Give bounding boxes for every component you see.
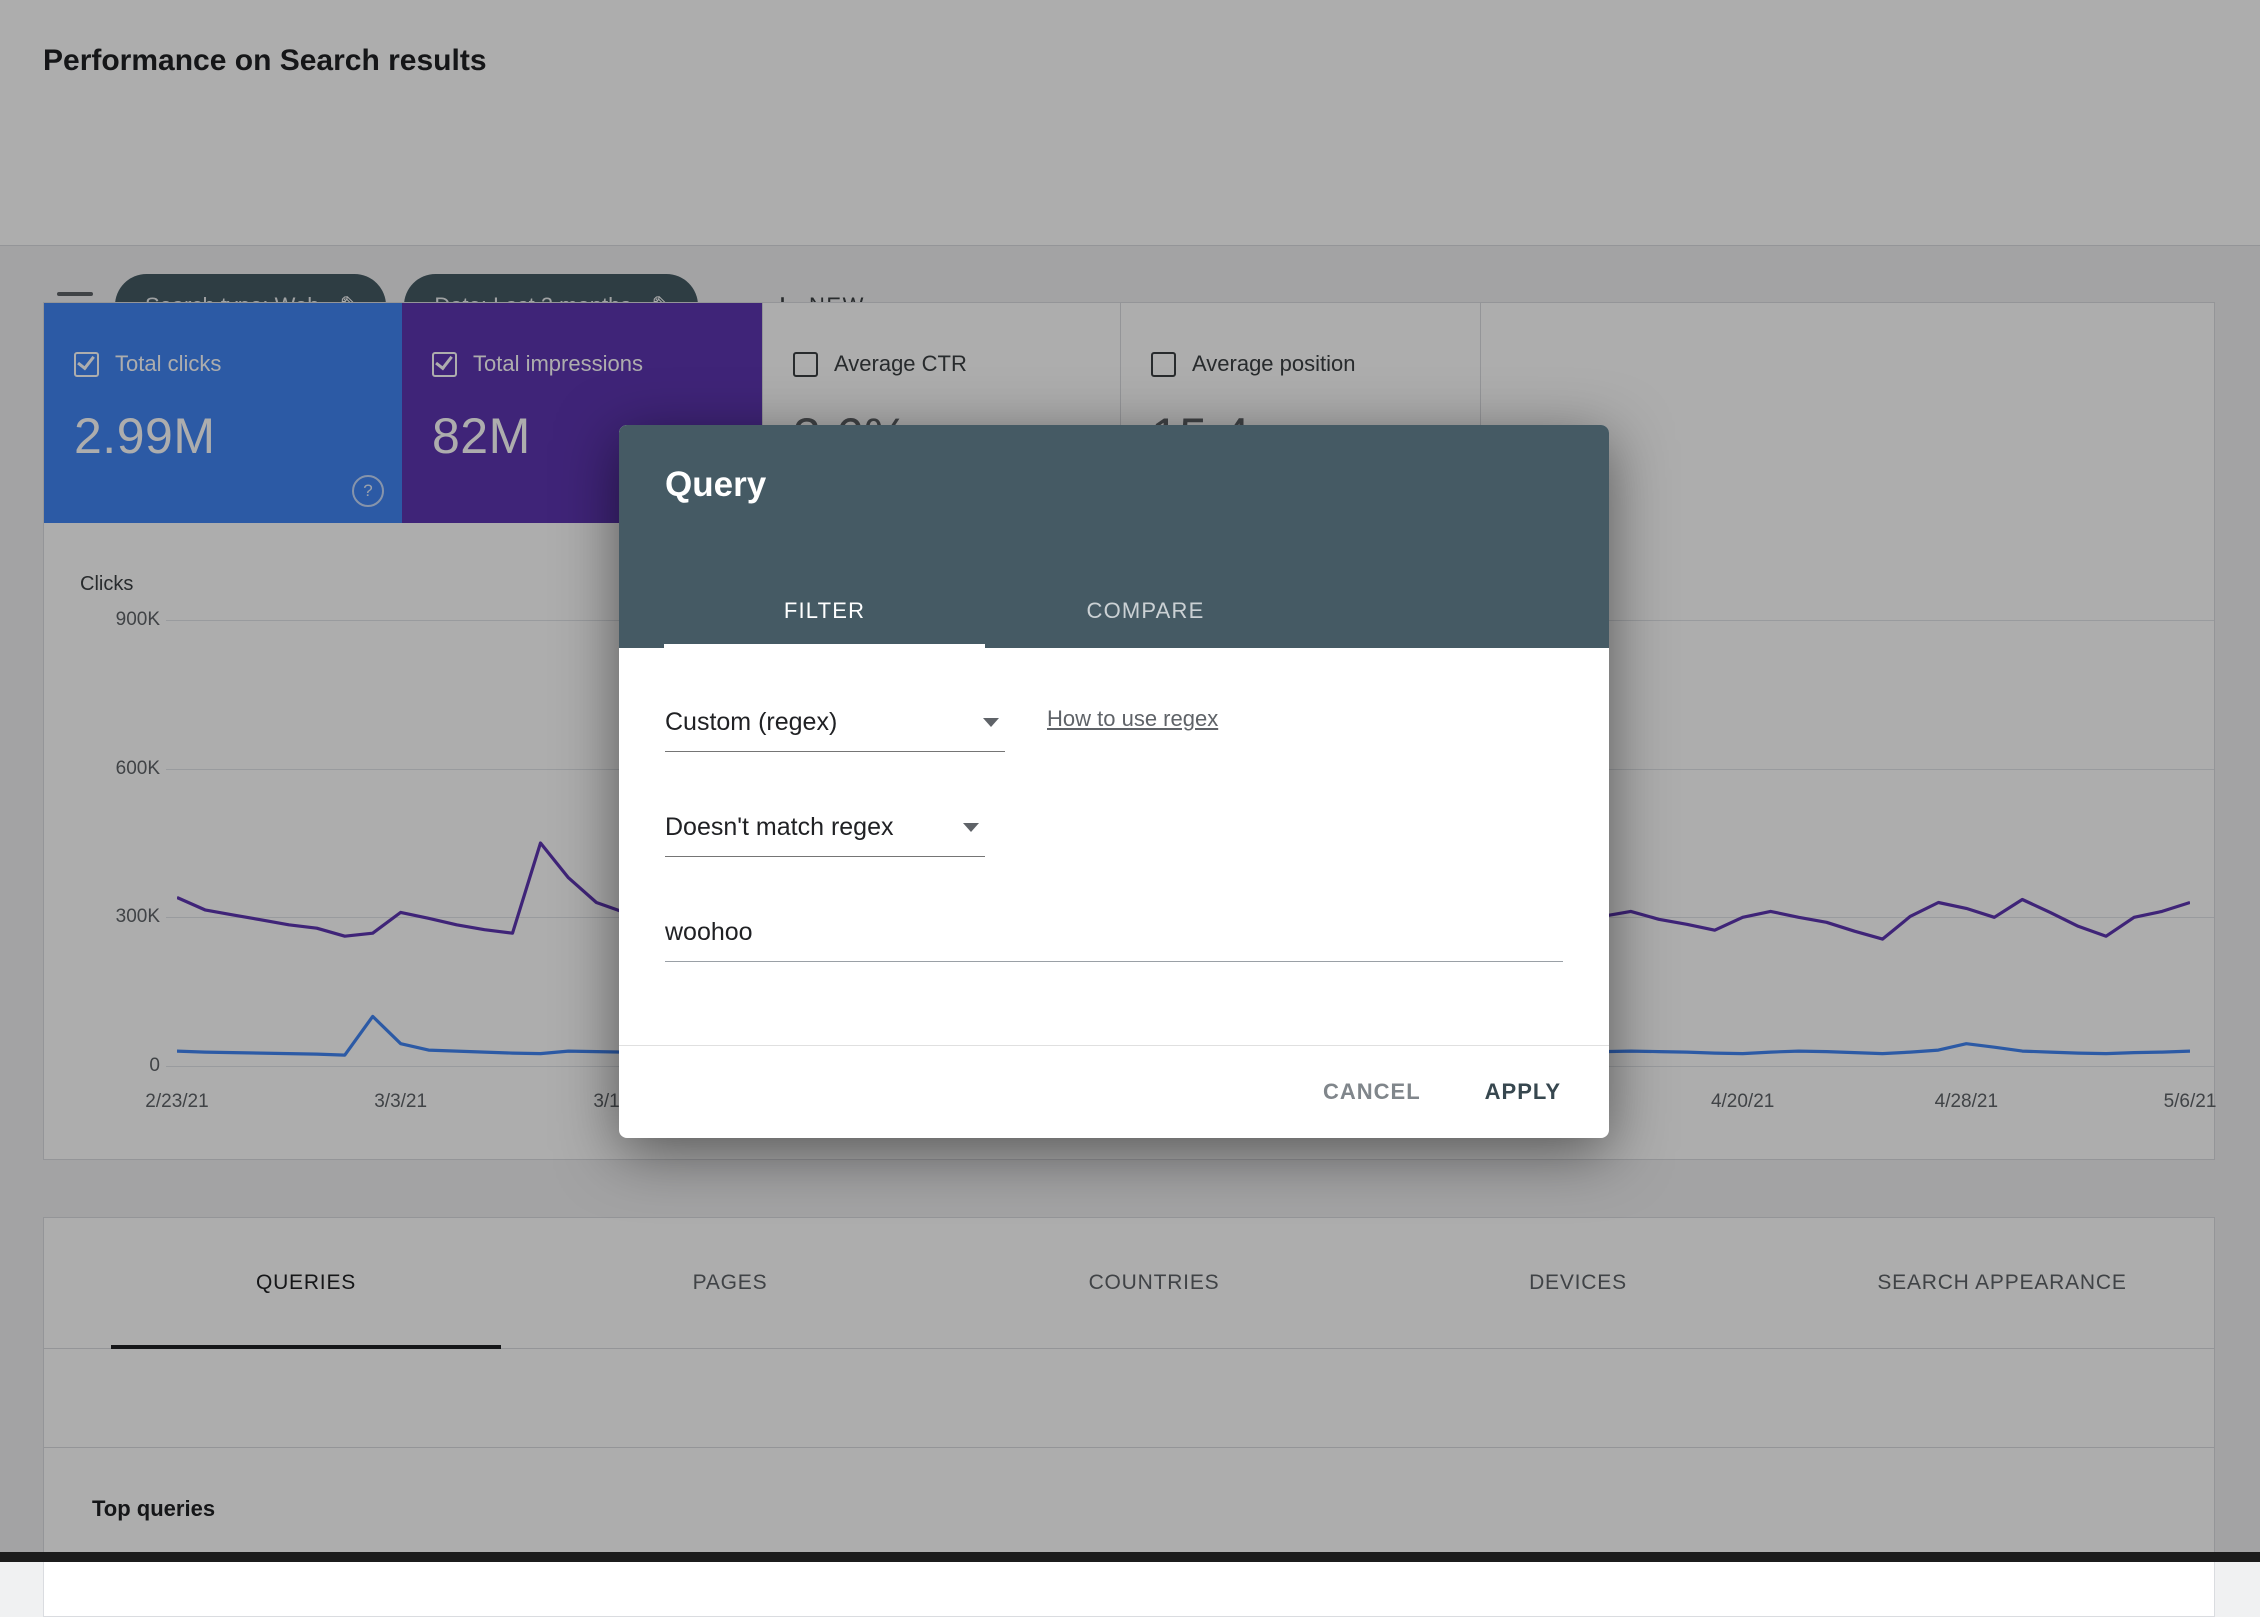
card-divider	[1480, 303, 1481, 523]
tab-label: QUERIES	[255, 1271, 357, 1294]
metric-card-header: Total impressions	[432, 351, 643, 377]
checkbox-icon[interactable]	[432, 351, 457, 377]
apply-button[interactable]: APPLY	[1484, 1079, 1561, 1104]
dialog-tabs: FILTER COMPARE	[664, 578, 1306, 648]
regex-type-value: Custom (regex)	[665, 708, 838, 736]
dialog-title: Query	[665, 465, 767, 504]
dimensions-table-card: QUERIES PAGES COUNTRIES DEVICES SEARCH APPEA…	[43, 1217, 2215, 1617]
dialog-tab-label: COMPARE	[1086, 598, 1205, 623]
tab-label: COUNTRIES	[1088, 1271, 1220, 1294]
y-axis-label: 300K	[115, 906, 160, 928]
dialog-tab-compare[interactable]: COMPARE	[985, 578, 1306, 648]
x-axis-label: 3/3/21	[374, 1091, 428, 1112]
dialog-tab-filter[interactable]: FILTER	[664, 578, 985, 648]
table-toolbar	[44, 1349, 2214, 1448]
x-axis-label: 4/28/21	[1934, 1091, 1999, 1112]
checkbox-icon[interactable]	[74, 351, 99, 377]
table-first-column-header: Top queries	[92, 1496, 216, 1521]
app-header: Performance on Search results	[0, 0, 2260, 122]
x-axis-label: 5/6/21	[2163, 1091, 2217, 1112]
regex-type-select[interactable]: Custom (regex)	[665, 692, 1005, 752]
dialog-footer: CANCEL APPLY	[619, 1045, 1609, 1138]
help-icon[interactable]: ?	[352, 475, 384, 507]
chevron-down-icon	[983, 718, 999, 727]
cancel-button[interactable]: CANCEL	[1323, 1079, 1421, 1104]
tab-queries[interactable]: QUERIES	[94, 1218, 518, 1348]
dialog-header: Query FILTER COMPARE	[619, 425, 1609, 648]
x-axis-label: 2/23/21	[145, 1091, 209, 1112]
query-filter-dialog: Query FILTER COMPARE Custom (regex) How t…	[619, 425, 1609, 1138]
metric-card-label: Average CTR	[834, 351, 967, 376]
y-axis-label: 900K	[115, 609, 160, 630]
tab-devices[interactable]: DEVICES	[1366, 1218, 1790, 1348]
metric-card-label: Total impressions	[473, 351, 643, 376]
bottom-window-edge	[0, 1552, 2260, 1562]
metric-card-header: Average CTR	[793, 351, 967, 377]
metric-card-total-clicks[interactable]: Total clicks 2.99M?	[44, 303, 402, 523]
dimension-tabs: QUERIES PAGES COUNTRIES DEVICES SEARCH APPEA…	[44, 1218, 2214, 1349]
checkbox-icon[interactable]	[793, 351, 818, 377]
metric-card-value: 2.99M	[74, 408, 216, 464]
page-title: Performance on Search results	[43, 44, 487, 77]
x-axis-label: 4/20/21	[1710, 1091, 1775, 1112]
regex-value-input[interactable]: woohoo	[665, 902, 1563, 962]
tab-label: SEARCH APPEARANCE	[1877, 1271, 2127, 1294]
regex-operator-value: Doesn't match regex	[665, 813, 894, 841]
y-axis-label: 600K	[115, 757, 160, 779]
regex-operator-select[interactable]: Doesn't match regex	[665, 797, 985, 857]
regex-help-link[interactable]: How to use regex	[1047, 706, 1219, 731]
tab-countries[interactable]: COUNTRIES	[942, 1218, 1366, 1348]
regex-value-text: woohoo	[665, 918, 753, 946]
tab-pages[interactable]: PAGES	[518, 1218, 942, 1348]
metric-card-header: Average position	[1151, 351, 1356, 377]
y-axis-title: Clicks	[80, 573, 134, 595]
metric-card-label: Total clicks	[115, 351, 222, 376]
chevron-down-icon	[963, 823, 979, 832]
dialog-tab-label: FILTER	[783, 598, 866, 623]
tab-search-appearance[interactable]: SEARCH APPEARANCE	[1790, 1218, 2214, 1348]
tab-label: PAGES	[692, 1271, 768, 1294]
checkbox-icon[interactable]	[1151, 351, 1176, 377]
y-axis-label: 0	[149, 1055, 160, 1076]
metric-card-label: Average position	[1192, 351, 1356, 376]
tab-label: DEVICES	[1529, 1271, 1627, 1294]
metric-card-value: 82M	[432, 408, 531, 464]
metric-card-header: Total clicks	[74, 351, 221, 377]
